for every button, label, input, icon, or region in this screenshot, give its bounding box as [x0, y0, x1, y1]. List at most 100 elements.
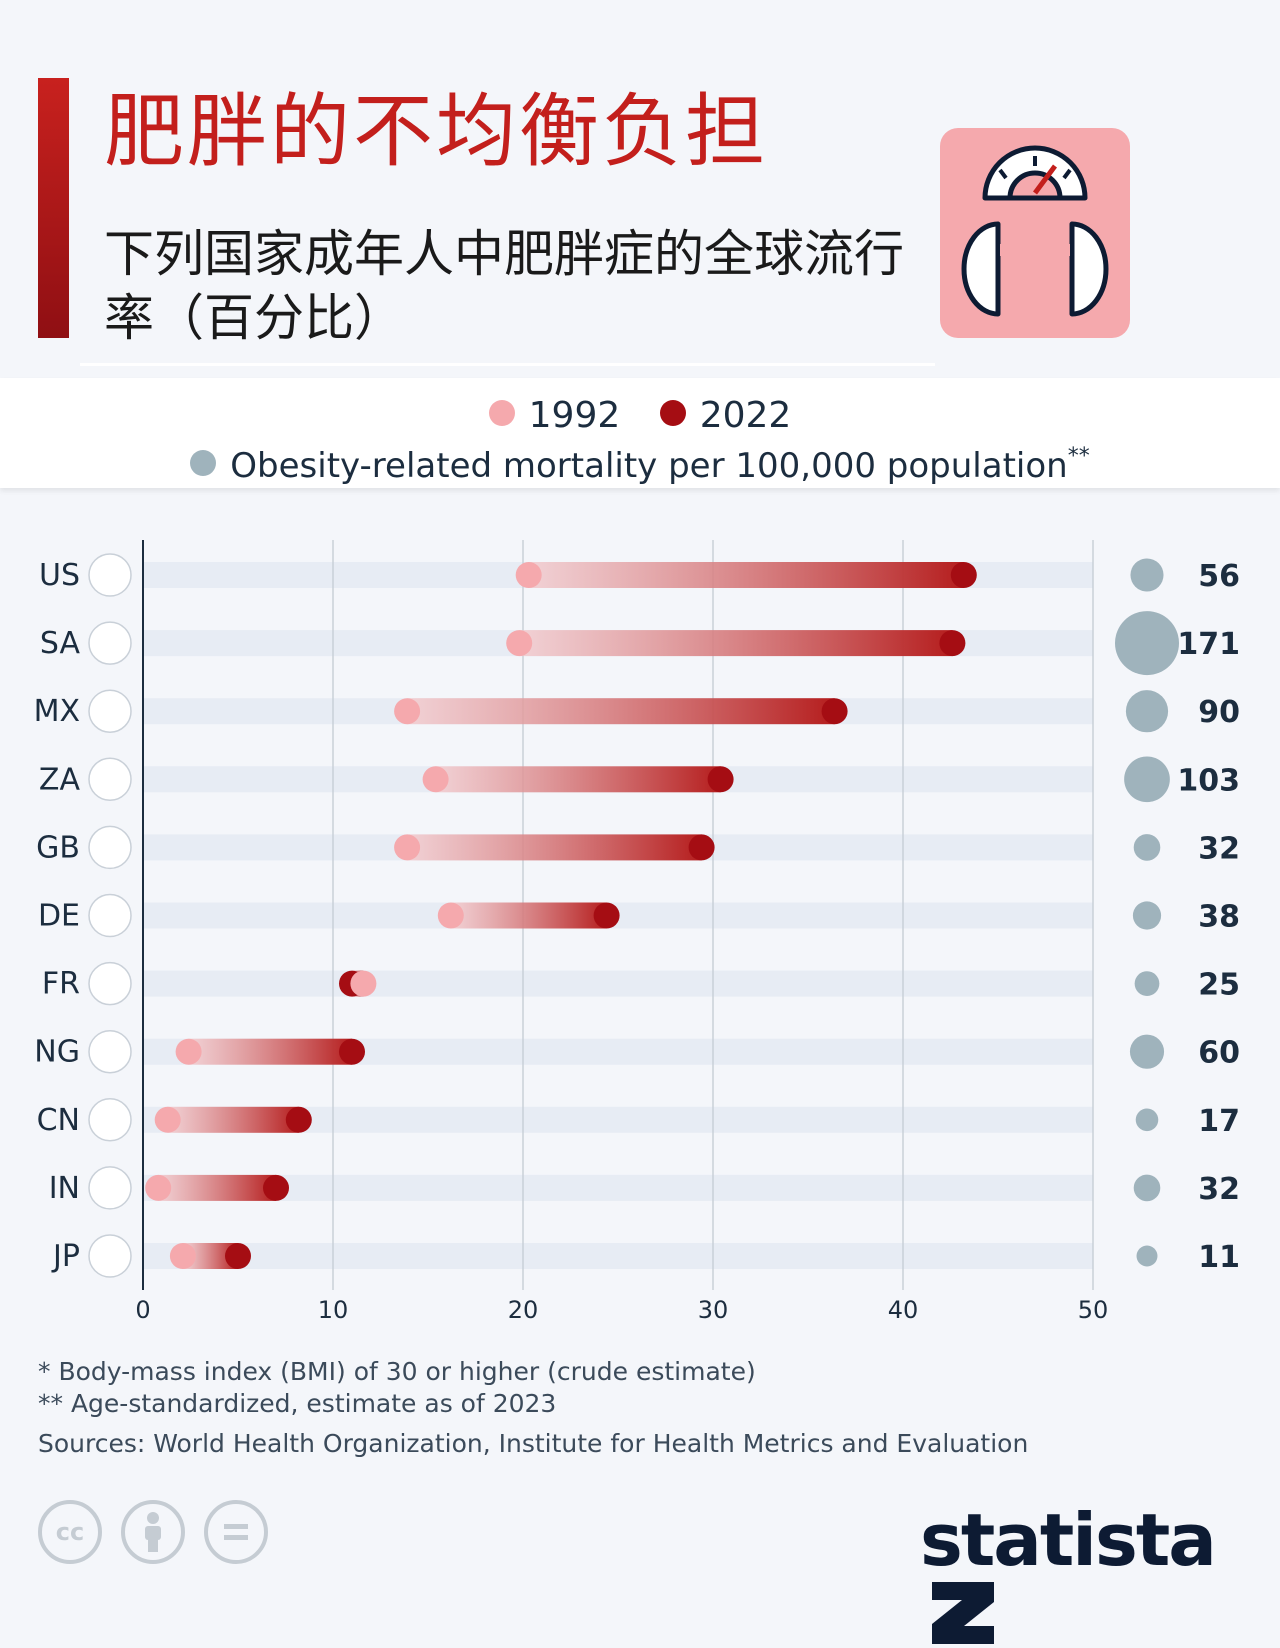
country-label: ZA: [39, 762, 81, 797]
sources: Sources: World Health Organization, Inst…: [38, 1429, 1029, 1458]
row-band-jp: [143, 1243, 1093, 1269]
mortality-value: 171: [1177, 627, 1240, 662]
x-tick-label: 50: [1078, 1296, 1109, 1324]
point-2022-us: [950, 562, 977, 588]
country-label: IN: [49, 1171, 80, 1206]
legend-dot-2022: [659, 399, 686, 426]
x-tick-label: 30: [698, 1296, 729, 1324]
legend-item-mortality: Obesity-related mortality per 100,000 po…: [190, 436, 1090, 487]
flag-icon-de: [88, 893, 132, 938]
flag-icon-in: [88, 1166, 132, 1210]
point-1992-cn: [154, 1106, 181, 1133]
range-bar-mx: [407, 698, 835, 725]
header-divider: [80, 363, 935, 366]
mortality-value: 90: [1198, 695, 1240, 730]
chart-title: 肥胖的不均衡负担: [104, 85, 768, 178]
flag-icon-mx: [88, 689, 132, 733]
point-1992-mx: [394, 698, 421, 725]
point-2022-in: [263, 1174, 289, 1201]
country-label: FR: [42, 967, 80, 1002]
mortality-bubble-cn: [1135, 1108, 1159, 1132]
country-label: DE: [38, 899, 80, 934]
mortality-bubble-za: [1124, 756, 1170, 803]
flag-icon-cn: [88, 1098, 132, 1142]
flag-icon-ng: [88, 1029, 132, 1074]
mortality-bubble-fr: [1134, 971, 1160, 996]
range-bar-sa: [519, 630, 953, 657]
footnote-age-standardized: ** Age-standardized, estimate as of 2023: [38, 1389, 557, 1418]
mortality-value: 32: [1198, 831, 1240, 866]
point-1992-sa: [506, 630, 533, 657]
scale-icon: [940, 128, 1130, 338]
flag-icon-jp: [88, 1234, 132, 1278]
mortality-bubble-sa: [1115, 611, 1179, 676]
range-bar-us: [528, 562, 964, 588]
statista-mark-icon: [932, 1582, 994, 1648]
legend-label-2022: 2022: [699, 394, 792, 436]
country-label: SA: [40, 626, 81, 661]
flag-icon-fr: [88, 961, 132, 1006]
footnote-bmi: * Body-mass index (BMI) of 30 or higher …: [38, 1357, 756, 1386]
mortality-value: 38: [1198, 900, 1240, 935]
point-2022-ng: [339, 1038, 365, 1065]
legend-footnote-marker: **: [1067, 444, 1090, 469]
by-icon[interactable]: [121, 1500, 186, 1564]
mortality-value: 56: [1198, 559, 1240, 594]
point-2022-jp: [225, 1243, 251, 1269]
dumbbell-chart: 0 10 20 30 40 50 US 56 SA 171 MX 90 ZA 103 GB 32 DE 38 FR 2…: [34, 540, 1240, 1324]
range-bar-gb: [407, 834, 702, 861]
x-tick-label: 10: [318, 1296, 349, 1324]
mortality-bubble-ng: [1129, 1034, 1165, 1069]
mortality-bubble-in: [1133, 1174, 1161, 1202]
title-accent-bar: [38, 78, 69, 338]
range-bar-in: [158, 1174, 276, 1201]
point-2022-de: [593, 902, 620, 929]
row-band-in: [143, 1174, 1093, 1201]
legend-item-2022: 2022: [659, 393, 792, 438]
mortality-bubble-mx: [1125, 690, 1169, 733]
mortality-bubble-de: [1132, 901, 1162, 930]
legend-label-mortality: Obesity-related mortality per 100,000 po…: [230, 445, 1068, 486]
point-1992-za: [422, 766, 449, 793]
range-bar-de: [450, 902, 607, 929]
flag-icon-us: [88, 553, 132, 597]
point-2022-mx: [821, 698, 848, 725]
point-1992-us: [515, 562, 542, 588]
statista-wordmark: statista: [920, 1498, 1217, 1582]
mortality-value: 17: [1198, 1104, 1240, 1139]
flag-icon-za: [88, 757, 132, 802]
chart-subtitle: 下列国家成年人中肥胖症的全球流行率（百分比）: [104, 225, 904, 347]
cc-icon[interactable]: cc: [38, 1500, 102, 1564]
point-2022-sa: [939, 630, 966, 657]
license-icons[interactable]: cc: [38, 1500, 282, 1564]
mortality-bubble-us: [1130, 558, 1164, 592]
point-1992-ng: [175, 1038, 202, 1065]
point-1992-de: [437, 902, 464, 929]
mortality-bubble-gb: [1133, 834, 1161, 861]
country-label: MX: [34, 694, 80, 729]
legend: 1992 2022 Obesity-related mortality per …: [0, 378, 1280, 488]
country-label: NG: [34, 1035, 80, 1070]
mortality-value: 103: [1177, 763, 1240, 798]
mortality-value: 32: [1198, 1172, 1240, 1207]
point-1992-fr: [350, 970, 377, 997]
country-label: US: [39, 558, 80, 593]
point-1992-in: [145, 1174, 172, 1201]
nd-icon[interactable]: [204, 1500, 269, 1564]
point-1992-gb: [394, 834, 421, 861]
x-tick-label: 0: [135, 1296, 150, 1324]
range-bar-za: [435, 766, 721, 793]
row-band-fr: [143, 970, 1093, 997]
mortality-value: 25: [1198, 968, 1240, 1003]
range-bar-cn: [167, 1106, 299, 1133]
statista-logo[interactable]: statista: [920, 1498, 1280, 1648]
legend-label-1992: 1992: [528, 394, 621, 436]
range-bar-ng: [188, 1038, 352, 1065]
point-2022-za: [707, 766, 734, 793]
x-tick-label: 20: [508, 1296, 539, 1324]
mortality-value: 60: [1198, 1036, 1240, 1071]
x-tick-label: 40: [888, 1296, 919, 1324]
flag-icon-sa: [88, 621, 132, 665]
country-label: CN: [37, 1103, 80, 1138]
point-2022-cn: [285, 1106, 312, 1133]
